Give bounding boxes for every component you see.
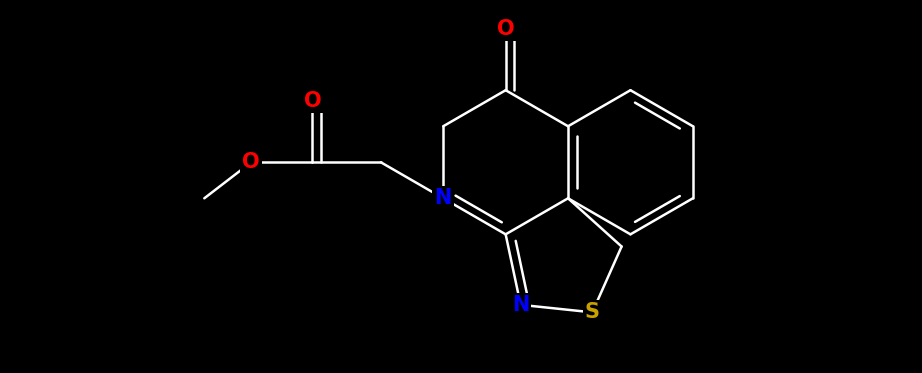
- Text: O: O: [242, 152, 260, 172]
- Text: O: O: [497, 19, 514, 39]
- Text: N: N: [512, 295, 529, 315]
- Text: N: N: [434, 188, 452, 208]
- Text: S: S: [585, 303, 600, 322]
- Text: O: O: [303, 91, 321, 111]
